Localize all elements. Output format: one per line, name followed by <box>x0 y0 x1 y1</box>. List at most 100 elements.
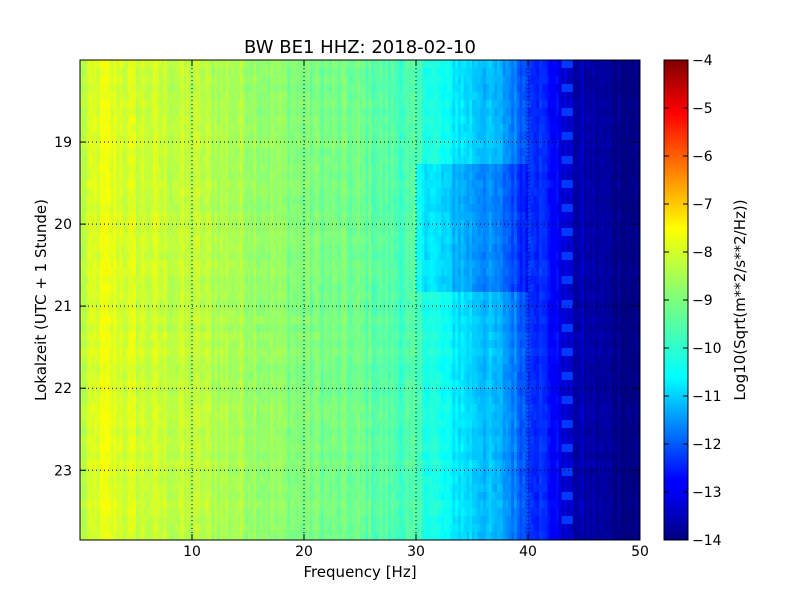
heatmap-cell <box>169 92 173 101</box>
heatmap-cell <box>222 196 227 205</box>
heatmap-cell <box>110 140 115 149</box>
heatmap-cell <box>136 164 140 173</box>
heatmap-cell <box>472 196 476 205</box>
heatmap-cell <box>547 196 551 205</box>
heatmap-cell <box>144 172 148 181</box>
heatmap-cell <box>312 148 316 157</box>
heatmap-cell <box>455 148 459 157</box>
heatmap-cell <box>172 124 176 133</box>
heatmap-cell <box>416 228 420 237</box>
heatmap-cell <box>211 60 215 69</box>
heatmap-cell <box>250 68 255 77</box>
heatmap-cell <box>494 228 498 237</box>
heatmap-cell <box>295 92 299 101</box>
heatmap-cell <box>113 68 117 77</box>
heatmap-cell <box>410 140 414 149</box>
heatmap-cell <box>558 236 563 245</box>
heatmap-cell <box>399 84 403 93</box>
heatmap-cell <box>270 116 274 125</box>
heatmap-cell <box>82 76 87 85</box>
heatmap-cell <box>505 92 509 101</box>
heatmap-cell <box>592 84 596 93</box>
heatmap-cell <box>88 148 92 157</box>
heatmap-cell <box>144 124 148 133</box>
heatmap-cell <box>480 236 484 245</box>
heatmap-cell <box>626 156 630 165</box>
heatmap-cell <box>402 124 406 133</box>
heatmap-cell <box>301 92 305 101</box>
heatmap-cell <box>360 252 364 261</box>
heatmap-cell <box>206 196 210 205</box>
heatmap-cell <box>390 92 395 101</box>
heatmap-cell <box>525 148 529 157</box>
heatmap-cell <box>96 172 101 181</box>
heatmap-cell <box>94 228 98 237</box>
heatmap-cell <box>337 132 341 141</box>
heatmap-cell <box>208 252 213 261</box>
heatmap-cell <box>186 132 190 141</box>
heatmap-cell <box>214 156 218 165</box>
heatmap-cell <box>239 204 243 213</box>
heatmap-cell <box>584 220 588 229</box>
heatmap-cell <box>290 180 294 189</box>
heatmap-cell <box>220 204 224 213</box>
heatmap-cell <box>628 108 633 117</box>
heatmap-cell <box>318 156 322 165</box>
heatmap-cell <box>99 124 103 133</box>
heatmap-cell <box>500 60 504 69</box>
heatmap-cell <box>346 108 350 117</box>
heatmap-cell <box>138 132 143 141</box>
heatmap-cell <box>592 236 596 245</box>
heatmap-cell <box>287 84 291 93</box>
heatmap-cell <box>592 108 596 117</box>
heatmap-cell <box>116 116 120 125</box>
heatmap-cell <box>334 84 339 93</box>
heatmap-cell <box>592 148 596 157</box>
heatmap-cell <box>393 116 397 125</box>
heatmap-cell <box>614 108 619 117</box>
heatmap-cell <box>508 108 512 117</box>
heatmap-cell <box>155 172 159 181</box>
heatmap-cell <box>175 148 179 157</box>
heatmap-cell <box>516 100 521 109</box>
heatmap-cell <box>438 236 442 245</box>
heatmap-cell <box>334 244 339 253</box>
heatmap-cell <box>564 164 568 173</box>
heatmap-cell <box>368 148 372 157</box>
heatmap-cell <box>522 84 526 93</box>
heatmap-cell <box>273 228 277 237</box>
heatmap-cell <box>421 148 425 157</box>
heatmap-cell <box>318 84 322 93</box>
heatmap-cell <box>441 212 445 221</box>
heatmap-cell <box>136 212 140 221</box>
heatmap-cell <box>418 132 423 141</box>
heatmap-cell <box>620 100 624 109</box>
heatmap-cell <box>550 196 554 205</box>
heatmap-cell <box>326 172 330 181</box>
heatmap-cell <box>505 228 509 237</box>
heatmap-cell <box>446 132 451 141</box>
heatmap-cell <box>410 84 414 93</box>
heatmap-cell <box>360 140 364 149</box>
heatmap-cell <box>320 148 325 157</box>
heatmap-cell <box>340 204 344 213</box>
heatmap-cell <box>301 188 305 197</box>
heatmap-cell <box>259 236 263 245</box>
heatmap-cell <box>150 84 154 93</box>
heatmap-cell <box>628 212 633 221</box>
heatmap-cell <box>320 196 325 205</box>
heatmap-cell <box>530 180 535 189</box>
heatmap-cell <box>533 164 537 173</box>
heatmap-cell <box>194 180 199 189</box>
heatmap-cell <box>598 244 602 253</box>
heatmap-cell <box>399 188 403 197</box>
heatmap-cell <box>334 68 339 77</box>
heatmap-cell <box>141 244 145 253</box>
heatmap-cell <box>278 148 283 157</box>
heatmap-cell <box>214 244 218 253</box>
heatmap-cell <box>267 156 271 165</box>
heatmap-cell <box>556 204 560 213</box>
heatmap-cell <box>124 60 129 69</box>
heatmap-cell <box>497 68 501 77</box>
heatmap-cell <box>166 204 171 213</box>
